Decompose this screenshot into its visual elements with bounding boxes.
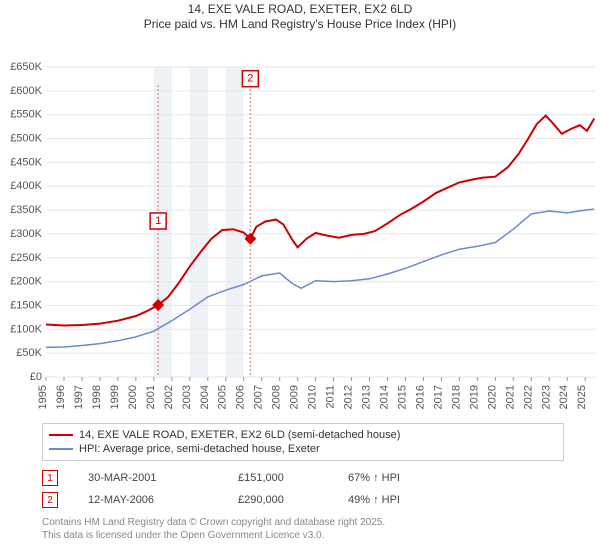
sale-marker-icon: 1 — [42, 470, 58, 486]
svg-text:1: 1 — [155, 215, 161, 227]
svg-text:2017: 2017 — [432, 385, 444, 409]
line-chart-svg: £0 £50K £100K £150K £200K £250K £300K £350K £400… — [0, 31, 600, 419]
svg-text:2021: 2021 — [504, 385, 516, 409]
title-line-1: 14, EXE VALE ROAD, EXETER, EX2 6LD — [0, 2, 600, 16]
svg-text:2015: 2015 — [396, 385, 408, 409]
sale-hpi: 67% ↑ HPI — [348, 472, 448, 484]
svg-text:2011: 2011 — [325, 385, 337, 409]
svg-text:£400K: £400K — [10, 180, 42, 192]
svg-text:1996: 1996 — [55, 385, 67, 409]
legend-label: HPI: Average price, semi-detached house,… — [79, 443, 320, 455]
svg-text:2: 2 — [247, 73, 253, 85]
legend-row: HPI: Average price, semi-detached house,… — [49, 442, 557, 456]
svg-text:2019: 2019 — [468, 385, 480, 409]
svg-text:£50K: £50K — [16, 347, 42, 359]
sale-hpi: 49% ↑ HPI — [348, 494, 448, 506]
svg-text:2013: 2013 — [361, 385, 373, 409]
svg-text:2018: 2018 — [450, 385, 462, 409]
svg-text:£150K: £150K — [10, 299, 42, 311]
svg-text:2014: 2014 — [379, 385, 391, 409]
svg-text:2025: 2025 — [576, 385, 588, 409]
svg-text:2016: 2016 — [414, 385, 426, 409]
svg-text:2012: 2012 — [343, 385, 355, 409]
sale-price: £290,000 — [238, 494, 318, 506]
svg-text:2004: 2004 — [199, 385, 211, 409]
sale-date: 12-MAY-2006 — [88, 494, 208, 506]
legend-swatch-red — [49, 434, 73, 436]
sales-table: 1 30-MAR-2001 £151,000 67% ↑ HPI 2 12-MA… — [42, 467, 550, 511]
svg-text:2001: 2001 — [145, 385, 157, 409]
svg-text:2002: 2002 — [163, 385, 175, 409]
attribution-line: Contains HM Land Registry data © Crown c… — [42, 517, 562, 530]
legend-label: 14, EXE VALE ROAD, EXETER, EX2 6LD (semi… — [79, 429, 400, 441]
legend-swatch-blue — [49, 448, 73, 450]
svg-text:1995: 1995 — [37, 385, 49, 409]
svg-text:1998: 1998 — [91, 385, 103, 409]
sale-date: 30-MAR-2001 — [88, 472, 208, 484]
svg-text:2023: 2023 — [540, 385, 552, 409]
svg-text:1997: 1997 — [73, 385, 85, 409]
chart-titles: 14, EXE VALE ROAD, EXETER, EX2 6LD Price… — [0, 0, 600, 31]
svg-text:2005: 2005 — [217, 385, 229, 409]
svg-text:£100K: £100K — [10, 323, 42, 335]
svg-text:2008: 2008 — [271, 385, 283, 409]
attribution: Contains HM Land Registry data © Crown c… — [42, 517, 562, 542]
svg-text:2020: 2020 — [486, 385, 498, 409]
svg-text:2007: 2007 — [253, 385, 265, 409]
legend-row: 14, EXE VALE ROAD, EXETER, EX2 6LD (semi… — [49, 428, 557, 442]
svg-text:£250K: £250K — [10, 252, 42, 264]
sale-marker-icon: 2 — [42, 492, 58, 508]
svg-text:2000: 2000 — [127, 385, 139, 409]
svg-text:£200K: £200K — [10, 276, 42, 288]
svg-text:2006: 2006 — [235, 385, 247, 409]
sale-price: £151,000 — [238, 472, 318, 484]
svg-text:2022: 2022 — [522, 385, 534, 409]
svg-text:£550K: £550K — [10, 109, 42, 121]
svg-text:2010: 2010 — [307, 385, 319, 409]
table-row: 2 12-MAY-2006 £290,000 49% ↑ HPI — [42, 489, 550, 511]
table-row: 1 30-MAR-2001 £151,000 67% ↑ HPI — [42, 467, 550, 489]
title-line-2: Price paid vs. HM Land Registry's House … — [0, 17, 600, 31]
svg-text:2003: 2003 — [181, 385, 193, 409]
svg-text:£350K: £350K — [10, 204, 42, 216]
svg-text:£600K: £600K — [10, 85, 42, 97]
chart-legend: 14, EXE VALE ROAD, EXETER, EX2 6LD (semi… — [42, 423, 564, 461]
svg-text:£300K: £300K — [10, 228, 42, 240]
attribution-line: This data is licensed under the Open Gov… — [42, 530, 562, 543]
svg-text:1999: 1999 — [109, 385, 121, 409]
chart-plot: £0 £50K £100K £150K £200K £250K £300K £350K £400… — [0, 31, 600, 419]
svg-text:2024: 2024 — [558, 385, 570, 409]
svg-text:£650K: £650K — [10, 61, 42, 73]
svg-text:£450K: £450K — [10, 156, 42, 168]
svg-text:2009: 2009 — [289, 385, 301, 409]
svg-text:£0: £0 — [30, 371, 42, 383]
svg-text:£500K: £500K — [10, 133, 42, 145]
